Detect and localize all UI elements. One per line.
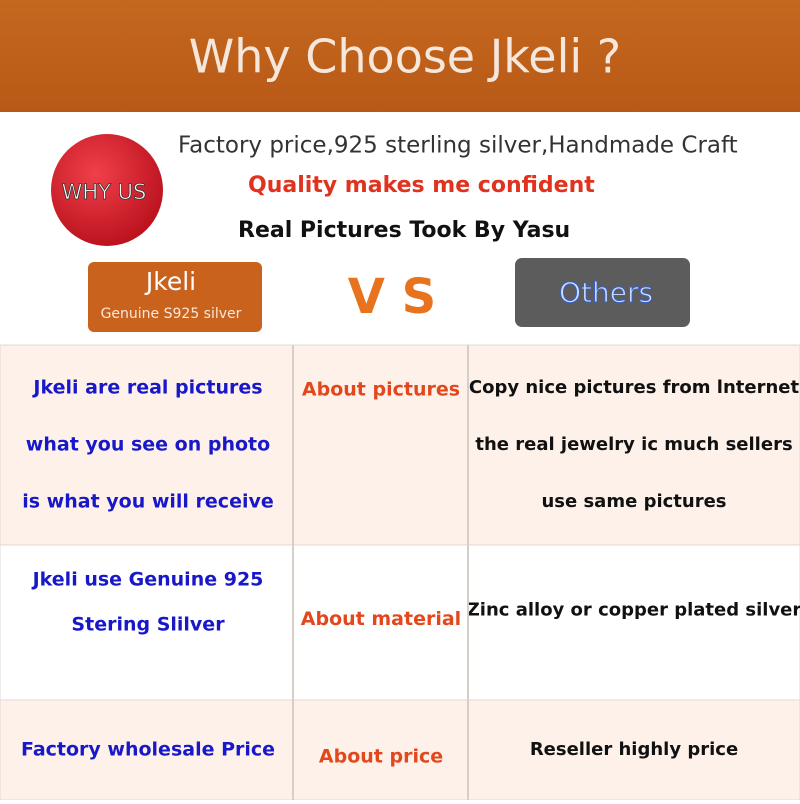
cell-text: what you see on photo <box>26 434 270 456</box>
table: Jkeli are real pictures what you see on p… <box>0 344 800 801</box>
header-band <box>0 0 800 112</box>
badge <box>51 134 163 246</box>
cell-text: Jkeli are real pictures <box>31 377 262 399</box>
table-row <box>0 544 800 701</box>
intro-line: Real Pictures Took By Yasu <box>238 218 570 243</box>
cell-topic: About price <box>319 746 443 768</box>
cell-text: is what you will receive <box>22 491 274 513</box>
intro-line: Quality makes me confident <box>248 173 595 198</box>
badge-text: WHY US <box>62 180 147 204</box>
intro-line: Factory price,925 sterling silver,Handma… <box>178 133 738 159</box>
cell-text: use same pictures <box>541 491 726 512</box>
cell-text: Copy nice pictures from lnternet <box>469 377 800 398</box>
cell-text: Stering Slilver <box>71 614 225 636</box>
cell-topic: About pictures <box>302 379 460 401</box>
jkeli-box <box>88 262 262 332</box>
table-row <box>0 699 800 801</box>
table-row <box>0 344 800 546</box>
others-name: Others <box>559 276 653 309</box>
jkeli-name: Jkeli <box>144 267 196 296</box>
cell-text: Factory wholesale Price <box>21 739 275 761</box>
cell-text: the real jewelry ic much sellers <box>475 434 792 455</box>
others-box <box>515 258 690 327</box>
cell-topic: About material <box>301 608 461 630</box>
cell-text: Jkeli use Genuine 925 <box>31 569 264 591</box>
cell-text: Zinc alloy or copper plated silver <box>467 600 800 621</box>
vs: V S <box>348 269 436 325</box>
title: Why Choose Jkeli ? <box>189 30 621 84</box>
cell-text: Reseller highly price <box>530 739 738 760</box>
jkeli-subtitle: Genuine S925 silver <box>101 306 242 322</box>
